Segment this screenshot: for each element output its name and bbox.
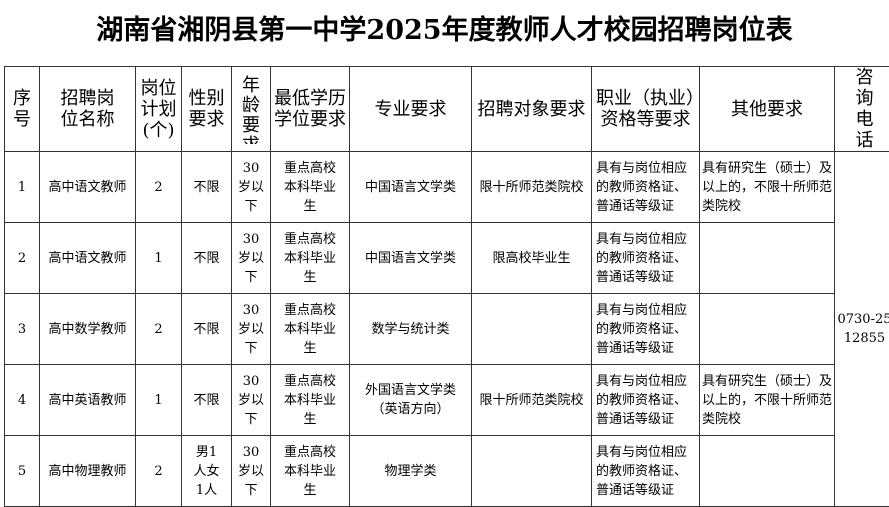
cell-plan: 1: [136, 223, 182, 294]
header-gender: 性别要求: [182, 67, 232, 152]
header-qualification: 职业（执业）资格等要求: [592, 67, 700, 152]
cell-plan: 2: [136, 436, 182, 507]
cell-target: 限高校毕业生: [472, 223, 592, 294]
header-no: 序号: [5, 67, 40, 152]
recruitment-table: 序号 招聘岗位名称 岗位计划(个) 性别要求 年龄要求 最低学历学位要求 专业要…: [4, 66, 889, 507]
cell-gender: 男1人女1人: [182, 436, 232, 507]
cell-age: 30岁以下: [232, 152, 271, 223]
cell-target: [472, 436, 592, 507]
cell-post: 高中语文教师: [40, 223, 136, 294]
cell-major: 中国语言文学类: [350, 223, 472, 294]
cell-post: 高中数学教师: [40, 294, 136, 365]
header-other: 其他要求: [700, 67, 835, 152]
cell-post: 高中语文教师: [40, 152, 136, 223]
cell-no: 3: [5, 294, 40, 365]
cell-age: 30岁以下: [232, 365, 271, 436]
header-post: 招聘岗位名称: [40, 67, 136, 152]
cell-age: 30岁以下: [232, 294, 271, 365]
cell-plan: 2: [136, 294, 182, 365]
header-major: 专业要求: [350, 67, 472, 152]
cell-major: 数学与统计类: [350, 294, 472, 365]
cell-age: 30岁以下: [232, 436, 271, 507]
cell-edu: 重点高校本科毕业生: [271, 436, 350, 507]
header-target: 招聘对象要求: [472, 67, 592, 152]
cell-target: [472, 294, 592, 365]
cell-gender: 不限: [182, 365, 232, 436]
cell-major: 中国语言文学类: [350, 152, 472, 223]
header-phone: 咨询电话: [835, 67, 889, 152]
page-title: 湖南省湘阴县第一中学2025年度教师人才校园招聘岗位表: [0, 8, 889, 47]
cell-other: [700, 294, 835, 365]
cell-edu: 重点高校本科毕业生: [271, 365, 350, 436]
cell-target: 限十所师范类院校: [472, 365, 592, 436]
cell-age: 30岁以下: [232, 223, 271, 294]
cell-gender: 不限: [182, 152, 232, 223]
cell-qual: 具有与岗位相应的教师资格证、普通话等级证: [592, 365, 700, 436]
cell-other: [700, 436, 835, 507]
cell-other: 具有研究生（硕士）及以上的，不限十所师范类院校: [700, 365, 835, 436]
cell-no: 5: [5, 436, 40, 507]
cell-gender: 不限: [182, 223, 232, 294]
cell-edu: 重点高校本科毕业生: [271, 152, 350, 223]
header-row: 序号 招聘岗位名称 岗位计划(个) 性别要求 年龄要求 最低学历学位要求 专业要…: [5, 67, 889, 152]
cell-major: 物理学类: [350, 436, 472, 507]
header-education: 最低学历学位要求: [271, 67, 350, 152]
cell-target: 限十所师范类院校: [472, 152, 592, 223]
header-age: 年龄要求: [232, 67, 271, 152]
cell-post: 高中英语教师: [40, 365, 136, 436]
cell-gender: 不限: [182, 294, 232, 365]
cell-qual: 具有与岗位相应的教师资格证、普通话等级证: [592, 294, 700, 365]
cell-no: 2: [5, 223, 40, 294]
cell-qual: 具有与岗位相应的教师资格证、普通话等级证: [592, 152, 700, 223]
cell-edu: 重点高校本科毕业生: [271, 223, 350, 294]
cell-plan: 1: [136, 365, 182, 436]
cell-other: 具有研究生（硕士）及以上的，不限十所师范类院校: [700, 152, 835, 223]
cell-other: [700, 223, 835, 294]
cell-no: 1: [5, 152, 40, 223]
cell-no: 4: [5, 365, 40, 436]
cell-post: 高中物理教师: [40, 436, 136, 507]
header-plan: 岗位计划(个): [136, 67, 182, 152]
cell-major: 外国语言文学类（英语方向）: [350, 365, 472, 436]
cell-plan: 2: [136, 152, 182, 223]
cell-qual: 具有与岗位相应的教师资格证、普通话等级证: [592, 223, 700, 294]
cell-qual: 具有与岗位相应的教师资格证、普通话等级证: [592, 436, 700, 507]
cell-phone: 0730-2512855: [835, 152, 889, 507]
cell-edu: 重点高校本科毕业生: [271, 294, 350, 365]
